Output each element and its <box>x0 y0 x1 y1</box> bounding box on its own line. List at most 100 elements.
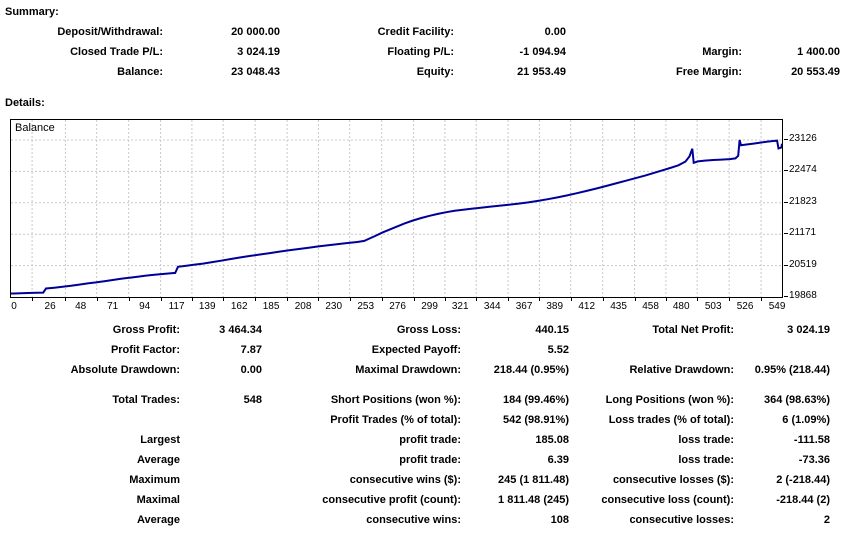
stat-label: profit trade: <box>399 454 461 466</box>
stat-label: Total Net Profit: <box>652 324 734 336</box>
y-tick-mark <box>784 296 788 297</box>
stat-row: Maximum consecutive wins ($): 245 (1 811.4… <box>0 470 844 490</box>
x-tick-mark <box>349 298 351 301</box>
x-tick-mark <box>508 298 510 301</box>
y-tick-label: 21823 <box>789 196 817 207</box>
stat-value <box>180 510 262 530</box>
stat-value: 21 953.49 <box>517 66 566 78</box>
x-tick-label: 344 <box>483 301 501 312</box>
x-tick-label: 389 <box>546 301 564 312</box>
x-tick-label: 139 <box>198 301 216 312</box>
x-tick-mark <box>128 298 130 301</box>
x-tick-mark <box>602 298 604 301</box>
stat-value <box>180 430 262 450</box>
details-table-bottom: Total Trades: 548 Short Positions (won %):… <box>0 390 844 530</box>
x-tick-mark <box>761 298 763 301</box>
stat-value: 20 553.49 <box>791 66 840 78</box>
stat-value: -1 094.94 <box>519 46 566 58</box>
chart-plot-area: Balance <box>10 119 783 298</box>
stat-value: 0.95% (218.44) <box>754 364 830 376</box>
chart-canvas <box>11 120 782 297</box>
x-tick-label: 0 <box>11 301 17 312</box>
stat-value: 548 <box>243 394 262 406</box>
x-tick-label: 458 <box>642 301 659 312</box>
x-tick-label: 230 <box>325 301 343 312</box>
stat-label: Floating P/L: <box>387 46 454 58</box>
x-tick-mark <box>287 298 289 301</box>
x-tick-mark <box>634 298 636 301</box>
stat-value: 185.08 <box>535 434 569 446</box>
x-tick-mark <box>729 298 731 301</box>
stat-value <box>734 340 830 360</box>
x-tick-mark <box>476 298 478 301</box>
y-tick-label: 20519 <box>789 259 817 270</box>
y-tick-label: 23126 <box>789 133 817 144</box>
stat-label: Deposit/Withdrawal: <box>57 26 163 38</box>
x-tick-label: 367 <box>515 301 533 312</box>
stat-label <box>566 22 742 42</box>
stat-label: consecutive losses: <box>629 514 734 526</box>
x-tick-label: 26 <box>44 301 56 312</box>
stat-row: Average consecutive wins: 108 consecutive l… <box>0 510 844 530</box>
details-table-top: Gross Profit: 3 464.34 Gross Loss: 440.15 To… <box>0 320 844 380</box>
y-tick-mark <box>784 265 788 266</box>
stat-value: 0.00 <box>240 364 262 376</box>
stat-label: Average <box>136 514 180 526</box>
stat-label: consecutive losses ($): <box>612 474 734 486</box>
stat-label: consecutive loss (count): <box>601 494 734 506</box>
stat-value: 440.15 <box>535 324 569 336</box>
stat-row: Profit Factor: 7.87 Expected Payoff: 5.52 <box>0 340 844 360</box>
stat-label: consecutive profit (count): <box>322 494 461 506</box>
stat-row: Gross Profit: 3 464.34 Gross Loss: 440.15 To… <box>0 320 844 340</box>
stat-row: Closed Trade P/L: 3 024.19 Floating P/L: -1… <box>0 42 844 62</box>
stat-label: Gross Profit: <box>112 324 180 336</box>
y-tick-label: 21171 <box>789 227 817 238</box>
stat-label: Loss trades (% of total): <box>608 414 734 426</box>
stat-label: Margin: <box>702 46 742 58</box>
stat-value: 20 000.00 <box>231 26 280 38</box>
x-tick-mark <box>381 298 383 301</box>
x-tick-mark <box>570 298 572 301</box>
x-tick-label: 549 <box>768 301 786 312</box>
x-tick-mark <box>255 298 257 301</box>
stat-value: -111.58 <box>793 434 830 446</box>
x-tick-label: 321 <box>451 301 469 312</box>
stat-label: Profit Factor: <box>110 344 180 356</box>
balance-chart: Balance 23126 22474 21823 21171 20519 19868 0… <box>0 115 844 320</box>
stat-value: 1 811.48 (245) <box>498 494 569 506</box>
stat-value: 7.87 <box>240 344 262 356</box>
stat-value: 6.39 <box>547 454 569 466</box>
stat-value: 3 024.19 <box>787 324 830 336</box>
stat-row: Absolute Drawdown: 0.00 Maximal Drawdown: 2… <box>0 360 844 380</box>
stat-value: 108 <box>550 514 569 526</box>
stat-label: Gross Loss: <box>396 324 461 336</box>
summary-table: Deposit/Withdrawal: 20 000.00 Credit Facil… <box>0 22 844 82</box>
x-tick-label: 526 <box>736 301 754 312</box>
x-tick-mark <box>413 298 415 301</box>
stat-row: Average profit trade: 6.39 loss trade: -73.3… <box>0 450 844 470</box>
stat-row: Maximal consecutive profit (count): 1 811.… <box>0 490 844 510</box>
stat-value: -73.36 <box>798 454 830 466</box>
stat-label: Total Trades: <box>112 394 180 406</box>
stat-label: loss trade: <box>678 434 734 446</box>
stat-value <box>742 22 840 42</box>
stat-row: Balance: 23 048.43 Equity: 21 953.49 Free Ma… <box>0 62 844 82</box>
stat-value: 184 (99.46%) <box>502 394 569 406</box>
stat-label: consecutive wins ($): <box>349 474 461 486</box>
y-tick-label: 19868 <box>789 290 817 301</box>
stat-value <box>180 410 262 430</box>
y-tick-mark <box>784 202 788 203</box>
x-tick-mark <box>539 298 541 301</box>
x-tick-label: 276 <box>389 301 406 312</box>
stat-value: -218.44 (2) <box>776 494 830 506</box>
stat-row: Profit Trades (% of total): 542 (98.91%) L… <box>0 410 844 430</box>
stat-value: 2 <box>823 514 830 526</box>
x-tick-mark <box>65 298 67 301</box>
stat-label: Absolute Drawdown: <box>70 364 180 376</box>
stat-value: 1 400.00 <box>797 46 840 58</box>
stat-value <box>180 490 262 510</box>
stat-value: 245 (1 811.48) <box>498 474 569 486</box>
stat-label: Expected Payoff: <box>371 344 461 356</box>
stat-label: Largest <box>140 434 180 446</box>
stat-label: Profit Trades (% of total): <box>330 414 461 426</box>
